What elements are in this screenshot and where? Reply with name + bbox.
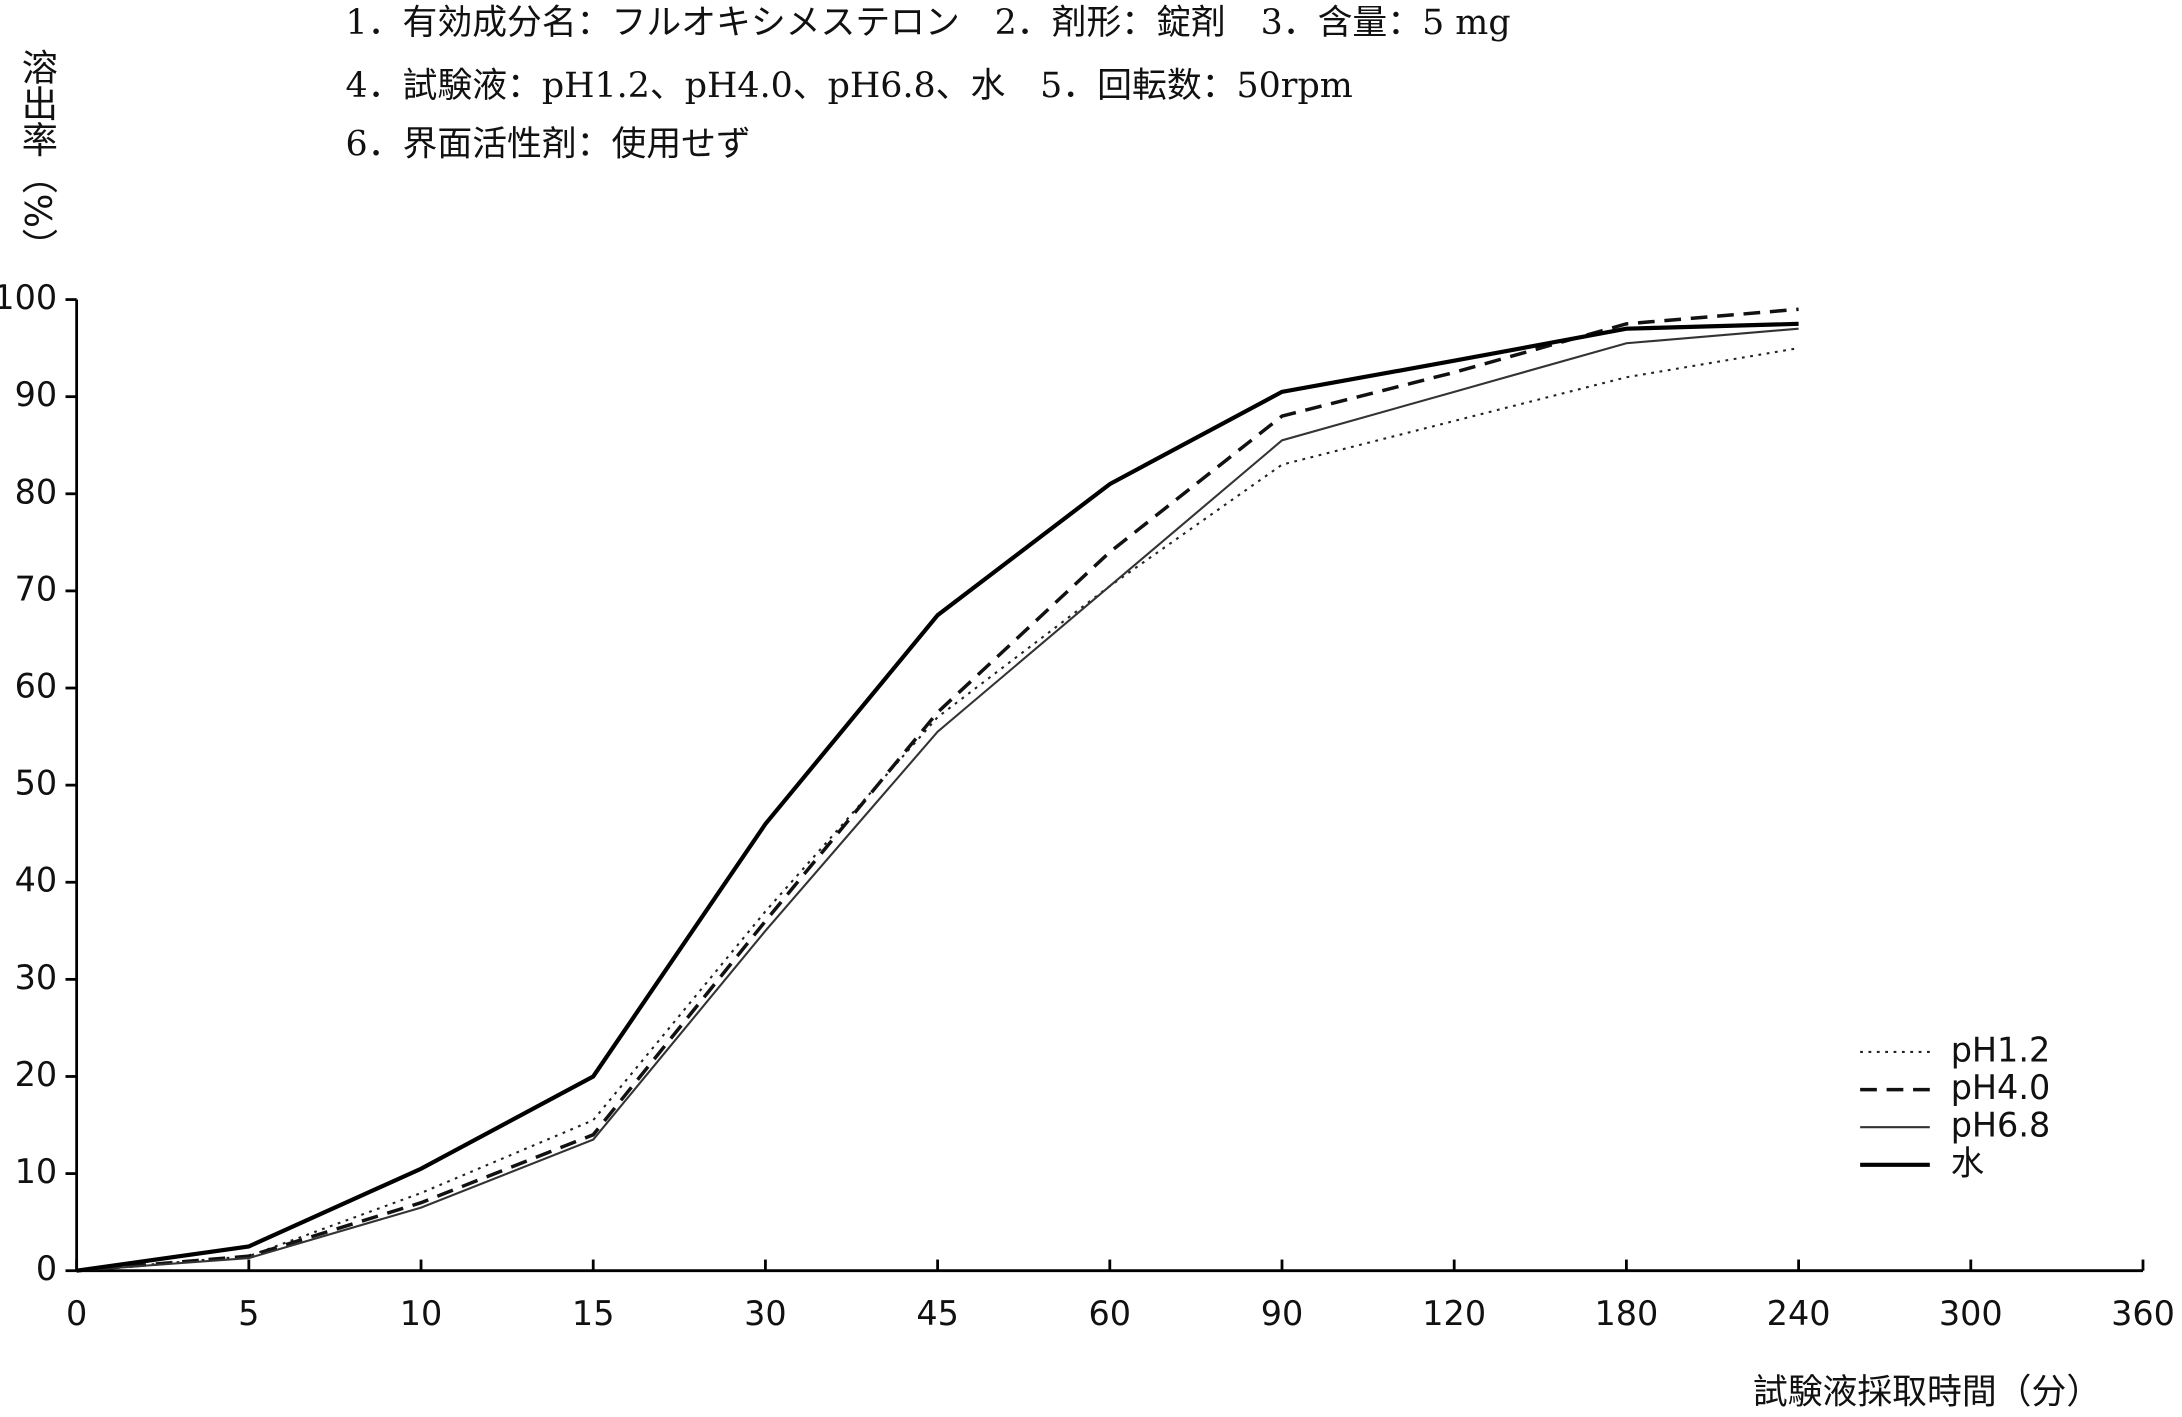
- y-tick-label: 30: [15, 958, 58, 997]
- y-tick-label: 10: [15, 1152, 58, 1191]
- y-tick-label: 50: [15, 764, 58, 803]
- x-tick-label: 360: [2111, 1294, 2175, 1333]
- legend-label: pH6.8: [1951, 1106, 2051, 1145]
- x-tick-label: 45: [916, 1294, 959, 1333]
- x-tick-label: 15: [572, 1294, 615, 1333]
- x-tick-label: 10: [400, 1294, 443, 1333]
- y-tick-label: 20: [15, 1055, 58, 1094]
- header-line: 1．有効成分名：フルオキシメステロン 2．剤形：錠剤 3．含量：5 mg: [346, 3, 1511, 43]
- y-tick-label: 80: [15, 472, 58, 511]
- y-tick-label: 90: [15, 375, 58, 414]
- header-line: 4．試験液：pH1.2、pH4.0、pH6.8、水 5．回転数：50rpm: [346, 66, 1353, 106]
- legend-label: pH4.0: [1951, 1068, 2051, 1107]
- x-axis-label: 試験液採取時間（分）: [1753, 1372, 2101, 1412]
- series-line: [76, 327, 1799, 1272]
- y-axis-label: 溶出率（%）: [16, 49, 59, 265]
- series-line: [76, 347, 1799, 1272]
- y-tick-label: 40: [15, 861, 58, 900]
- y-tick-label: 100: [0, 278, 57, 317]
- y-tick-label: 70: [15, 569, 58, 608]
- x-tick-label: 300: [1939, 1294, 2003, 1333]
- legend-label: 水: [1951, 1143, 1984, 1182]
- x-tick-label: 90: [1261, 1294, 1304, 1333]
- x-tick-label: 120: [1422, 1294, 1486, 1333]
- header-line: 6．界面活性剤：使用せず: [346, 124, 751, 164]
- legend-label: pH1.2: [1951, 1030, 2051, 1069]
- y-tick-label: 60: [15, 667, 58, 706]
- x-tick-label: 30: [744, 1294, 787, 1333]
- x-tick-label: 5: [238, 1294, 259, 1333]
- series-line: [76, 307, 1799, 1273]
- series-line: [76, 321, 1799, 1273]
- x-tick-label: 0: [66, 1294, 87, 1333]
- x-tick-label: 240: [1767, 1294, 1831, 1333]
- x-tick-label: 60: [1089, 1294, 1132, 1333]
- x-tick-label: 180: [1594, 1294, 1658, 1333]
- y-tick-label: 0: [36, 1249, 57, 1288]
